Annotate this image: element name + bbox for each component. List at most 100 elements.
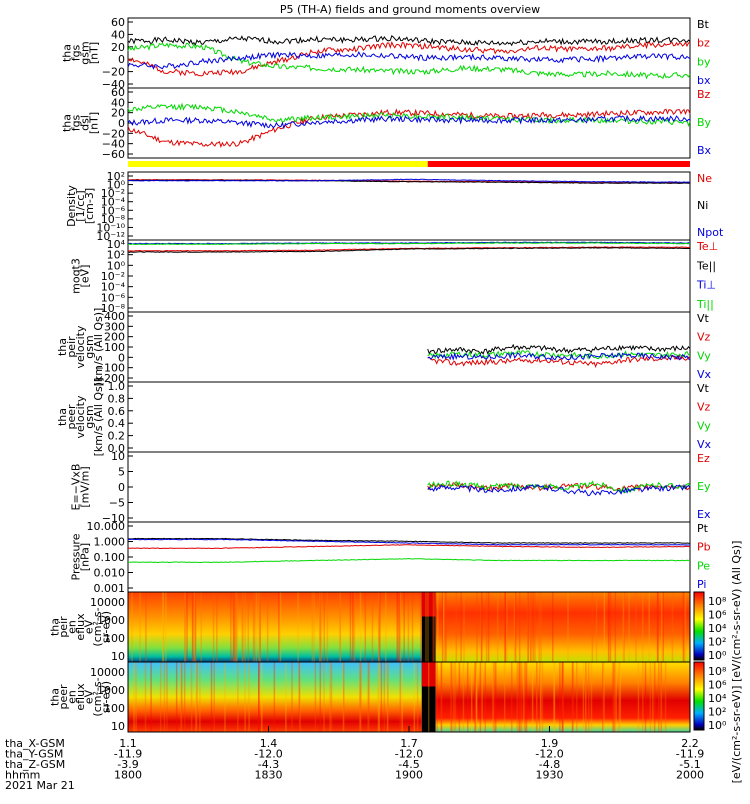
spectrogram-gap-top [421,662,436,687]
spectrogram-stripe [641,592,644,662]
legend-Pb: Pb [697,541,711,554]
ylabel-line: velocity [74,395,87,438]
ylabel-line: tha [49,688,62,706]
legend-Vy: Vy [697,349,711,362]
ytick-label: 10⁻⁴ [101,281,126,294]
spectrogram-stripe [259,592,261,662]
xtick-label-y: -11.9 [676,748,704,761]
series-line-Ex [427,483,691,497]
series-line-Bt [127,34,691,47]
colorbar-tick-label: 10² [708,636,726,649]
ylabel-line: peer [65,404,78,430]
spectrogram-stripe [506,592,508,662]
legend-Vx: Vx [697,368,712,381]
xaxis-row-label: 2021 Mar 21 [5,779,75,792]
ytick-label: 0.8 [108,392,126,405]
spectrogram-stripe [660,662,662,732]
spectrogram-stripe [145,592,147,662]
spectrogram-stripe [237,662,239,732]
spectrogram-stripe [660,592,663,662]
ylabel-line: tha [49,618,62,636]
spectrogram-stripe [368,662,370,732]
spectrogram-gap-top [421,592,436,617]
xtick-label-hhmm: 1800 [114,769,142,782]
legend-By: By [697,116,712,129]
legend-by: by [697,55,711,68]
legend-Pe: Pe [697,559,710,572]
spectrogram-stripe [186,592,188,662]
spectrogram-stripe [242,592,244,662]
series-line-Pb [127,544,691,550]
spectrogram-stripe [371,592,374,662]
legend-Ti⊥: Ti⊥ [696,279,716,292]
spectrogram-peer_flux: 10000 1000 100 10 thapeerenefluxeV(cm²-s-sr-… [49,661,691,733]
ytick-label: 5 [118,466,125,479]
legend-Te⊥: Te⊥ [696,240,718,253]
ytick-label: 40 [111,96,125,109]
ylabel-line: (cm²-s- [91,677,104,716]
spectrogram-stripe [682,592,685,662]
spectrogram-stripe [192,592,194,662]
xaxis-row-label: hhmm [5,769,40,782]
spectrogram-stripe [541,662,544,732]
spectrogram-stripe [330,662,333,732]
spectrogram-stripe [644,662,647,732]
spectrogram-stripe [572,662,574,732]
ylabel-line: peir [65,336,78,358]
ytick-label: 10⁻⁴ [101,196,126,209]
spectrogram-stripe [504,592,506,662]
spectrogram-stripe [614,592,617,662]
series-line-Ey [427,480,691,494]
spectrogram-stripe [451,662,453,732]
xaxis-row-label: tha_X-GSM [5,737,65,750]
ytick-label: 400 [104,310,125,323]
ylabel-line: (cm²-s- [91,607,104,646]
ylabel-line: [mV/m] [79,466,92,507]
spectrogram-stripe [411,592,414,662]
spectrogram-stripe [210,662,213,732]
ytick-label: 10⁻¹⁰ [96,221,125,234]
xtick-label-x: 1.1 [119,737,137,750]
spectrogram-stripe [297,592,299,662]
ytick-label: 10 [111,650,125,663]
mode-bar-segment [128,161,428,167]
series-line-Ne [128,178,691,184]
spectrogram-stripe [619,662,622,732]
spectrogram-stripe [683,592,685,662]
spectrogram-stripe [657,592,659,662]
spectrogram-stripe [463,592,465,662]
spectrogram-stripe [455,592,458,662]
spectrogram-stripe [530,592,532,662]
spectrogram-stripe [585,662,587,732]
spectrogram-stripe [642,662,644,732]
spectrogram-stripe [193,592,196,662]
ytick-label: 10⁻² [101,270,125,283]
spectrogram-stripe [233,592,236,662]
spectrogram-stripe [520,662,523,732]
spectrogram-stripe [166,662,168,732]
ytick-label: 10000 [90,666,125,679]
spectrogram-stripe [131,592,133,662]
series-line-Ti|| [127,242,691,246]
spectrogram-stripe [399,662,402,732]
spectrogram-stripe [234,592,236,662]
ylabel-line: peer [57,684,70,710]
legend-Ex: Ex [697,508,711,521]
legend-Vy: Vy [697,419,711,432]
spectrogram-stripe [278,592,280,662]
spectrogram-stripe [191,592,194,662]
spectrogram-stripe [628,592,630,662]
spectrogram-stripe [460,592,462,662]
spectrogram-stripe [298,662,301,732]
spectrogram-stripe [613,662,615,732]
ylabel-line: tha [56,408,69,426]
ytick-label: 1.0 [108,380,126,393]
spectrogram-stripe [261,662,263,732]
xaxis-row-label: tha_Z-GSM [5,758,65,771]
spectrogram-stripe [648,592,650,662]
spectrogram-stripe [183,662,186,732]
legend-bz: bz [697,37,710,50]
spectrogram-stripe [480,592,483,662]
